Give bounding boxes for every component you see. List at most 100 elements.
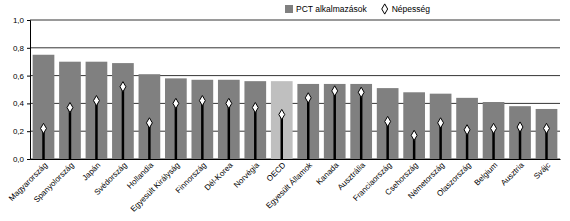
- x-tick: Belgium: [473, 159, 500, 188]
- y-tick-mark: [27, 48, 30, 49]
- marker: [226, 98, 232, 108]
- bar: [218, 80, 240, 159]
- x-tick: Ausztria: [499, 159, 526, 188]
- marker: [279, 109, 285, 119]
- stem: [201, 101, 204, 159]
- y-tick: 1,0: [13, 16, 30, 25]
- legend-swatch: [285, 5, 293, 13]
- marker: [332, 86, 338, 96]
- bar: [165, 78, 187, 159]
- marker: [67, 102, 73, 112]
- y-tick-label: 1,0: [13, 16, 25, 25]
- y-tick-label: 0,8: [13, 44, 25, 53]
- y-tick: 0,6: [13, 72, 30, 81]
- y-tick-mark: [27, 103, 30, 104]
- legend-item: Népesség: [382, 4, 430, 14]
- plot: 0,0 0,2 0,4 0,6 0,8 1,0 MagyarországSpanyolors…: [7, 16, 560, 214]
- bar: [191, 80, 213, 159]
- stem: [254, 108, 257, 159]
- x-tick: Egyesült Államok: [264, 159, 314, 210]
- x-tick: Egyesült Királyság: [129, 159, 182, 214]
- y-tick: 0,4: [13, 99, 30, 108]
- x-tick-label: Svédország: [92, 161, 128, 197]
- x-tick-label: Svájc: [532, 161, 552, 181]
- legend-item: PCT alkalmazások: [285, 4, 367, 14]
- y-axis-line: [27, 21, 31, 160]
- x-tick-label: Franciaország: [351, 161, 393, 203]
- y-tick: 0,2: [13, 127, 30, 136]
- y-tick-label: 0,4: [13, 99, 25, 108]
- marker: [120, 82, 126, 92]
- x-tick-label: Belgium: [473, 160, 500, 187]
- stem: [307, 98, 310, 159]
- bar: [112, 63, 134, 159]
- x-tick: Olaszország: [435, 159, 473, 199]
- bar-series: [33, 55, 558, 159]
- lollipop-series: [41, 82, 550, 159]
- bar: [324, 84, 346, 159]
- stem: [281, 115, 284, 159]
- x-tick: Dél-Korea: [203, 159, 235, 193]
- stem: [175, 103, 178, 159]
- marker: [385, 116, 391, 126]
- x-tick-label: OECD: [265, 161, 288, 184]
- x-tick-label: Norvégia: [232, 160, 261, 189]
- bar: [536, 109, 558, 159]
- y-tick-mark: [27, 20, 30, 21]
- marker: [252, 102, 258, 112]
- grid: [30, 20, 560, 159]
- bar: [59, 62, 81, 159]
- x-tick-label: Egyesült Királyság: [129, 161, 182, 214]
- stem: [228, 103, 231, 159]
- marks: [33, 55, 558, 159]
- x-axis-line: [31, 159, 561, 160]
- x-tick: Kanada: [315, 159, 341, 187]
- x-tick-label: Olaszország: [435, 161, 473, 199]
- y-tick-label: 0,6: [13, 72, 25, 81]
- marker: [491, 123, 497, 133]
- stem: [360, 92, 363, 159]
- legend: PCT alkalmazások Népesség: [285, 4, 430, 14]
- legend-label: PCT alkalmazások: [296, 4, 367, 14]
- x-tick-label: Kanada: [315, 160, 341, 186]
- grid-line: [30, 103, 560, 104]
- y-tick-label: 0,0: [13, 155, 25, 164]
- marker: [173, 98, 179, 108]
- bar: [430, 94, 452, 159]
- marker: [146, 118, 152, 128]
- chart: 0,0 0,2 0,4 0,6 0,8 1,0 MagyarországSpanyolors…: [0, 0, 570, 221]
- legend-label: Népesség: [392, 4, 431, 14]
- bar: [483, 102, 505, 159]
- marker: [464, 125, 470, 135]
- marker: [94, 96, 100, 106]
- y-tick-mark: [27, 159, 30, 160]
- bar: [271, 81, 293, 159]
- x-tick-label: Japán: [80, 161, 102, 183]
- x-tick: Finnország: [174, 159, 208, 195]
- grid-line: [30, 47, 560, 48]
- marker: [41, 123, 47, 133]
- x-tick: Franciaország: [351, 159, 393, 203]
- marker: [438, 118, 444, 128]
- bar: [139, 74, 161, 159]
- grid-line: [30, 20, 560, 21]
- x-tick: Japán: [80, 159, 102, 182]
- marker: [544, 123, 550, 133]
- x-tick-label: Ausztria: [499, 160, 526, 187]
- x-tick: Spanyolország: [32, 159, 76, 204]
- bar: [403, 92, 425, 159]
- marker: [411, 130, 417, 140]
- bar: [86, 62, 108, 159]
- x-tick: Norvégia: [232, 159, 261, 190]
- stem: [333, 91, 336, 159]
- y-tick-mark: [27, 131, 30, 132]
- bar: [350, 84, 372, 159]
- grid-line: [30, 131, 560, 132]
- x-tick-label: Finnország: [174, 161, 208, 195]
- bar: [244, 81, 266, 159]
- marker: [199, 96, 205, 106]
- x-axis: MagyarországSpanyolországJapánSvédország…: [7, 159, 560, 214]
- x-tick: OECD: [265, 159, 288, 183]
- stem: [95, 101, 98, 159]
- stem: [69, 108, 72, 159]
